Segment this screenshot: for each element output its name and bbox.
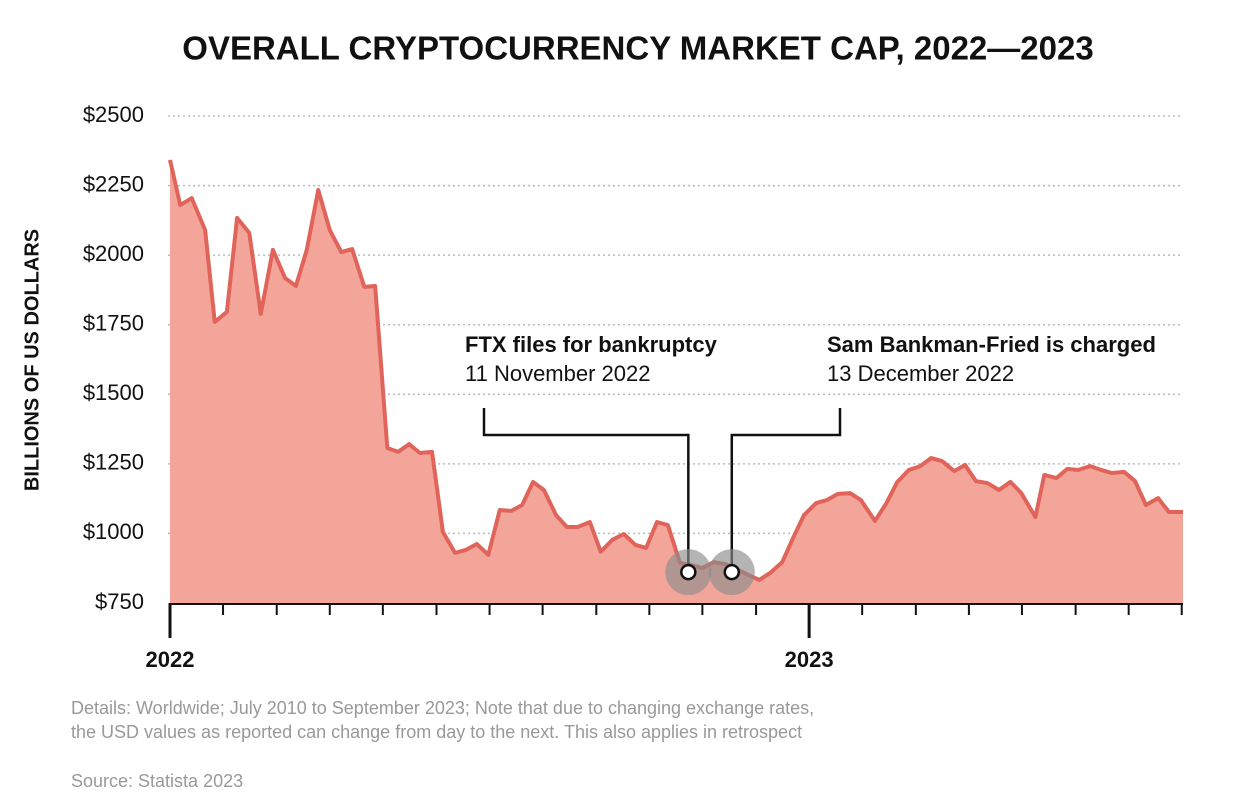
y-tick-label: $2000: [83, 241, 144, 266]
source: Source: Statista 2023: [71, 771, 243, 791]
annotation-point: [723, 563, 741, 581]
chart-title: OVERALL CRYPTOCURRENCY MARKET CAP, 2022—…: [182, 30, 1093, 67]
x-tick-label: 2022: [146, 647, 195, 672]
details-line: Details: Worldwide; July 2010 to Septemb…: [71, 698, 814, 718]
annotation-label: Sam Bankman-Fried is charged: [827, 332, 1156, 357]
x-tick-label: 2023: [785, 647, 834, 672]
line: [168, 159, 1183, 582]
y-tick-label: $2500: [83, 102, 144, 127]
annotation-date: 11 November 2022: [465, 361, 651, 386]
y-tick-label: $1500: [83, 380, 144, 405]
annotation-connector: [482, 408, 690, 573]
area-fill: [170, 159, 1183, 603]
y-axis-label: BILLIONS OF US DOLLARS: [21, 229, 43, 491]
annotation-connector: [730, 408, 842, 573]
y-tick-label: $1750: [83, 311, 144, 336]
details-line: the USD values as reported can change fr…: [71, 722, 802, 742]
y-tick-label: $750: [95, 589, 144, 614]
y-tick-label: $1250: [83, 450, 144, 475]
y-tick-label: $2250: [83, 171, 144, 196]
annotation-point: [680, 563, 697, 581]
y-tick-label: $1000: [83, 519, 144, 544]
annotation-label: FTX files for bankruptcy: [465, 332, 718, 357]
annotation-date: 13 December 2022: [827, 361, 1014, 386]
